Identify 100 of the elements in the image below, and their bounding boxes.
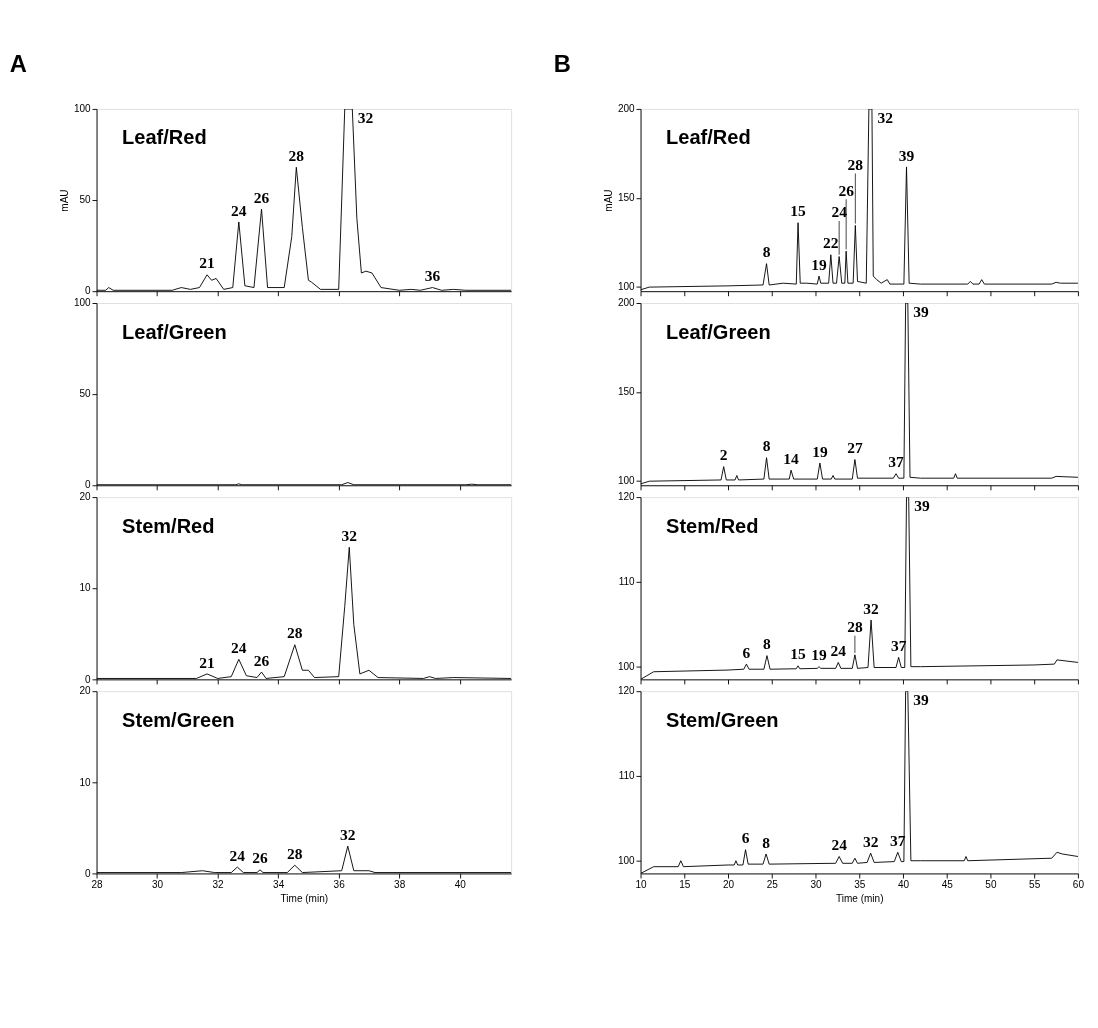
annotation: 28 (287, 624, 303, 642)
annotation: 39 (913, 690, 930, 708)
annotation: 32 (877, 108, 894, 126)
y-tick-label: 120 (617, 491, 636, 503)
y-tick-label: 200 (617, 297, 636, 309)
annotation: 21 (199, 254, 215, 272)
y-tick-label: 10 (79, 776, 92, 788)
annotation: 39 (913, 302, 930, 320)
y-axis-title: mAU (59, 189, 71, 212)
x-tick-label: 34 (273, 879, 285, 891)
y-tick-label: 110 (618, 576, 636, 588)
x-tick-label: 45 (941, 879, 954, 891)
annotation: 21 (199, 653, 215, 671)
text: B (553, 50, 571, 77)
annotation: 24 (830, 642, 847, 660)
annotation: 32 (340, 825, 356, 843)
annotation: 32 (357, 108, 374, 126)
annotation: 8 (763, 635, 772, 653)
annotation: 15 (790, 202, 807, 220)
x-tick-label: 50 (985, 879, 997, 891)
y-tick-label: 50 (79, 388, 92, 400)
annotation: 2 (719, 446, 728, 464)
x-tick-label: 15 (679, 879, 691, 891)
annotation: 8 (762, 437, 771, 455)
y-tick-label: 50 (79, 194, 92, 206)
x-tick-label: 36 (333, 879, 346, 891)
annotation: 36 (424, 267, 441, 285)
x-tick-label: 10 (635, 879, 648, 891)
annotation: 37 (890, 831, 906, 849)
y-tick-label: 100 (617, 475, 636, 487)
y-tick-label: 120 (617, 685, 636, 697)
x-tick-label: 38 (394, 879, 406, 891)
annotation: 19 (811, 646, 828, 664)
x-axis-title: Time (min) (835, 893, 884, 905)
text: Stem/Red (666, 514, 759, 537)
annotation: 24 (831, 836, 848, 854)
x-tick-label: 40 (454, 879, 467, 891)
annotation: 37 (890, 636, 907, 654)
y-tick-label: 20 (79, 491, 92, 503)
annotation: 32 (862, 832, 879, 850)
y-tick-label: 0 (85, 867, 92, 879)
annotation: 8 (762, 243, 771, 261)
x-tick-label: 28 (91, 879, 104, 891)
annotation: 19 (812, 442, 828, 460)
annotation: 32 (341, 526, 358, 544)
annotation: 6 (741, 829, 750, 847)
y-tick-label: 100 (617, 280, 636, 292)
y-tick-label: 200 (617, 103, 636, 115)
annotation: 28 (847, 618, 863, 636)
annotation: 24 (231, 201, 247, 219)
annotation: 28 (288, 146, 305, 164)
annotation: 19 (811, 255, 828, 273)
y-tick-label: 100 (73, 103, 92, 115)
annotation: 26 (253, 651, 270, 669)
y-tick-label: 100 (617, 854, 636, 866)
y-tick-label: 0 (85, 673, 92, 685)
y-tick-label: 150 (617, 192, 636, 204)
text: Leaf/Red (666, 126, 751, 149)
annotation: 26 (252, 849, 269, 867)
annotation: 28 (847, 155, 864, 173)
y-tick-label: 10 (79, 582, 92, 594)
y-tick-label: 100 (73, 297, 92, 309)
y-tick-label: 110 (618, 770, 636, 782)
x-tick-label: 20 (722, 879, 735, 891)
annotation: 15 (790, 645, 807, 663)
annotation: 32 (863, 599, 880, 617)
y-tick-label: 0 (85, 479, 92, 491)
text: Leaf/Green (666, 320, 771, 343)
annotation: 39 (898, 146, 915, 164)
annotation: 24 (831, 203, 848, 221)
annotation: 39 (914, 496, 930, 514)
x-tick-label: 40 (897, 879, 910, 891)
y-axis-title: mAU (603, 189, 615, 212)
annotation: 24 (229, 846, 246, 864)
annotation: 8 (762, 833, 771, 851)
y-tick-label: 150 (617, 386, 636, 398)
annotation: 6 (742, 643, 751, 661)
text: Stem/Green (122, 708, 235, 731)
annotation: 26 (253, 188, 270, 206)
text: A (9, 50, 27, 77)
x-tick-label: 60 (1072, 879, 1085, 891)
x-axis-title: Time (min) (280, 893, 329, 905)
annotation: 14 (783, 449, 800, 467)
y-tick-label: 20 (79, 685, 92, 697)
text: Stem/Red (122, 514, 215, 537)
y-tick-label: 0 (85, 285, 92, 297)
x-tick-label: 30 (152, 879, 164, 891)
annotation: 28 (287, 844, 303, 862)
annotation: 24 (231, 638, 247, 656)
text: Leaf/Red (122, 126, 207, 149)
x-tick-label: 25 (766, 879, 779, 891)
annotation: 37 (888, 453, 904, 471)
x-tick-label: 55 (1029, 879, 1041, 891)
x-tick-label: 35 (854, 879, 866, 891)
annotation: 26 (838, 181, 855, 199)
x-tick-label: 30 (810, 879, 822, 891)
y-tick-label: 100 (617, 660, 636, 672)
text: Stem/Green (666, 708, 779, 731)
annotation: 27 (847, 439, 863, 457)
x-tick-label: 32 (212, 879, 225, 891)
